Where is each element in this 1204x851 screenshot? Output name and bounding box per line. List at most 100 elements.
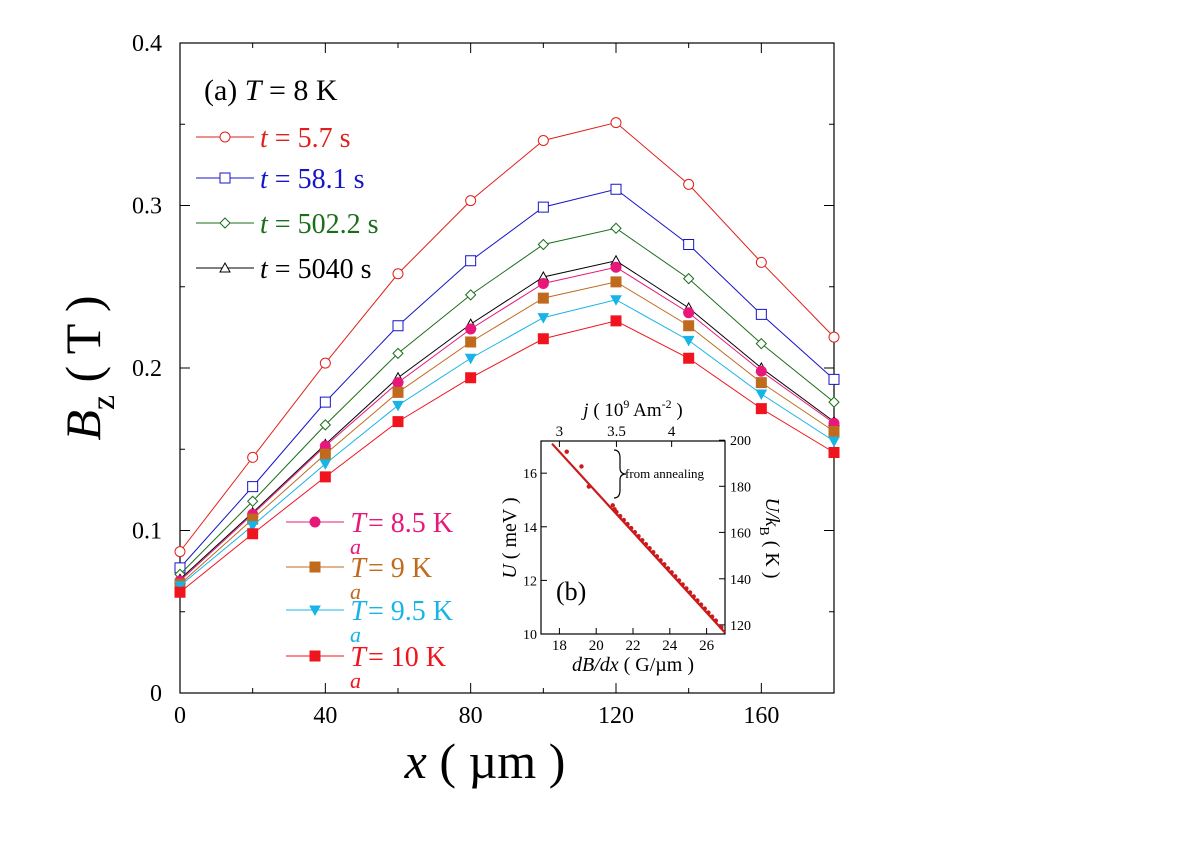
data-point	[682, 335, 695, 347]
data-point	[537, 333, 549, 345]
data-point	[174, 546, 186, 558]
inset-y-tick-label: 16	[523, 467, 537, 482]
main-plot: 0 40 80 120 160 0 0.1 0.2 0.3 0.4 x ( µm ) Bz ( T )…	[55, 31, 840, 789]
data-point	[683, 307, 695, 319]
data-point	[392, 386, 404, 398]
data-point	[246, 521, 259, 532]
data-point	[828, 425, 840, 437]
inset-top-axis-label: j ( 109 Am-2 )	[580, 397, 682, 421]
data-point	[610, 295, 622, 306]
y-tick-label: 0.4	[132, 31, 162, 57]
inset-x-tick-label: 22	[626, 638, 641, 654]
data-point	[828, 373, 840, 385]
data-point	[537, 135, 549, 146]
x-tick-label: 160	[743, 703, 779, 729]
inset-x-tick-label: 26	[699, 638, 715, 654]
data-point	[755, 365, 767, 377]
x-tick-label: 120	[598, 703, 634, 729]
data-point	[465, 255, 477, 267]
inset-data-point	[614, 509, 619, 515]
inset-data-point	[702, 606, 707, 611]
inset-data-point	[698, 602, 704, 607]
data-point	[682, 272, 695, 285]
inset-y-tick-label: 12	[523, 574, 537, 589]
data-point	[319, 396, 331, 408]
x-tick-label: 40	[313, 703, 337, 729]
inset-panel-label: (b)	[556, 577, 586, 606]
inset-data-point	[632, 529, 638, 535]
data-point	[683, 352, 695, 364]
legend-entry: t = 5040 s	[196, 254, 371, 285]
legend-marker	[219, 261, 231, 273]
data-point	[755, 377, 767, 389]
data-point	[319, 419, 332, 431]
inset-right-tick-label: 180	[730, 480, 751, 495]
data-point	[683, 178, 695, 190]
inset-data-point	[709, 614, 715, 619]
panel-header: (a) T = 8 K	[204, 74, 338, 107]
legend-label: t = 58.1 s	[260, 164, 364, 195]
inset-right-tick-label: 140	[730, 573, 751, 588]
legend-entry: t = 58.1 s	[196, 164, 364, 195]
x-tick-label: 0	[174, 703, 186, 729]
legend-marker	[309, 650, 321, 662]
inset-data-point	[643, 542, 649, 547]
series-1	[174, 183, 840, 574]
data-point	[247, 451, 259, 463]
y-axis-label: Bz ( T )	[55, 295, 122, 440]
inset-data-point	[621, 517, 626, 523]
inset-data-point	[706, 610, 711, 615]
inset-data-point	[658, 558, 663, 563]
inset-data-point	[691, 594, 696, 599]
data-point	[392, 268, 404, 280]
legend-label: t = 502.2 s	[260, 209, 378, 240]
inset-data-point	[719, 625, 724, 630]
legend-entry: t = 5.7 s	[196, 123, 350, 154]
legend-marker	[309, 561, 321, 573]
series-line	[179, 227, 835, 575]
data-point	[755, 337, 768, 350]
inset-data-point	[628, 525, 634, 531]
legend-label: t = 5.7 s	[260, 123, 350, 154]
inset-data-point	[665, 566, 671, 571]
data-point	[174, 586, 186, 598]
annotation-brace	[613, 449, 627, 499]
inset-annotation: from annealing	[625, 466, 705, 481]
data-point	[247, 481, 259, 493]
inset-data-point	[625, 521, 630, 527]
inset-right-tick-label: 120	[730, 619, 751, 634]
inset-data-point	[695, 598, 700, 603]
inset-y-axis-label: U ( meV )	[499, 497, 521, 578]
inset-data-point	[680, 582, 685, 587]
data-point	[319, 448, 331, 460]
inset-y-tick-label: 10	[523, 628, 537, 643]
y-tick-label: 0.3	[132, 194, 162, 220]
data-point	[392, 347, 404, 360]
inset-data-point	[676, 578, 682, 583]
data-point	[537, 292, 549, 304]
x-axis-label: x ( µm )	[404, 733, 566, 789]
inset-y-tick-label: 14	[523, 521, 537, 536]
data-point	[246, 495, 259, 507]
y-tick-label: 0.1	[132, 519, 162, 545]
data-point	[319, 357, 331, 369]
data-point	[392, 377, 404, 389]
data-point	[465, 195, 477, 207]
y-tick-label: 0	[150, 681, 162, 707]
data-point	[537, 278, 549, 289]
inset-right-tick-label: 160	[730, 526, 751, 541]
inset-data-point	[713, 618, 718, 623]
series-line	[179, 266, 835, 582]
data-point	[537, 201, 549, 213]
inset-data-point	[564, 449, 569, 454]
data-point	[610, 117, 622, 129]
inset-data-point	[636, 533, 641, 539]
legend-label: t = 5040 s	[260, 254, 371, 285]
data-point	[683, 320, 695, 332]
inset-data-point	[662, 562, 667, 567]
